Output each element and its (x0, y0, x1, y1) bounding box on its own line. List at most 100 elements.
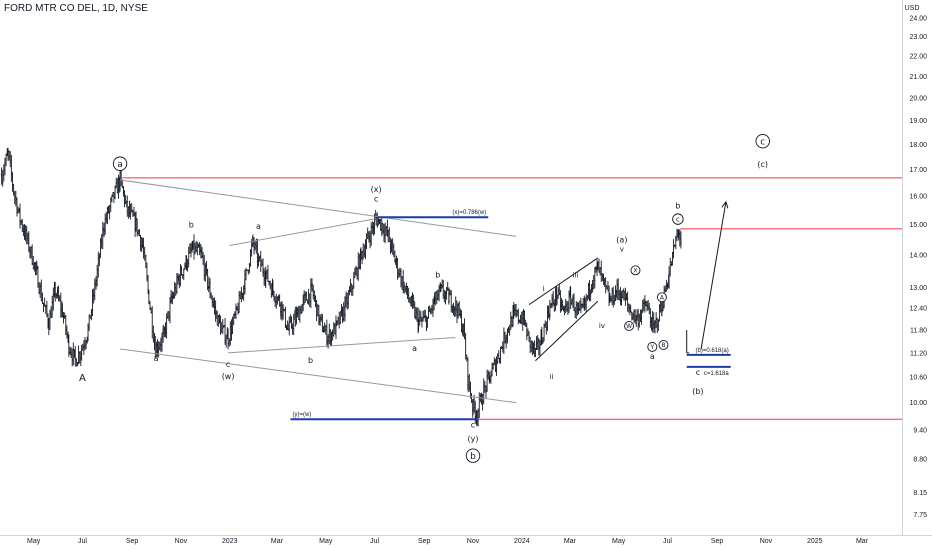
projection-arrow (700, 201, 727, 350)
wave-label: v (620, 246, 624, 254)
fib-label: (b)=0.618(a) (696, 348, 729, 354)
channel-line (229, 218, 377, 246)
wave-label: a (650, 352, 655, 361)
triangle-line (528, 257, 599, 306)
wave-label: B (661, 342, 665, 349)
wave-label: (c) (757, 160, 768, 169)
wave-label-circle (647, 341, 658, 352)
time-tick-label: 2025 (807, 538, 823, 545)
wave-label: c (471, 421, 475, 430)
currency-label: USD (905, 5, 920, 12)
price-tick-label: 14.00 (909, 252, 927, 259)
time-tick-label: Jul (78, 538, 87, 545)
price-tick-label: 21.00 (909, 74, 927, 81)
price-tick-label: 11.20 (910, 350, 927, 357)
time-tick-label: 2023 (222, 538, 238, 545)
price-tick-label: 24.00 (909, 15, 927, 22)
price-tick-label: 12.40 (909, 306, 927, 313)
wave-label: a (117, 160, 123, 170)
wave-label: W (626, 323, 632, 330)
price-tick-label: 8.15 (913, 490, 927, 497)
channel-line (119, 179, 517, 237)
wave-label: (a) (616, 235, 627, 244)
wave-label: i (542, 285, 544, 293)
price-tick-label: 9.40 (913, 427, 927, 434)
price-tick-label: 8.80 (913, 456, 927, 463)
wave-label: iv (599, 322, 605, 330)
triangle-line (535, 300, 599, 362)
wave-label: b (470, 452, 476, 462)
price-tick-label: 15.00 (909, 222, 927, 229)
scroll-to-latest-button[interactable] (906, 540, 932, 550)
price-tick-label: 7.75 (913, 512, 927, 519)
wave-label: (b) (692, 387, 703, 396)
time-tick-label: May (612, 538, 626, 545)
wave-label: A (79, 373, 86, 384)
wave-label-circle (656, 292, 667, 303)
wave-label-circle (658, 339, 669, 350)
time-tick-label: Mar (271, 538, 284, 545)
fib-label: (x)=0.786(w) (452, 210, 486, 216)
fib-label: (y)=(w) (293, 412, 312, 418)
wave-label-circle (624, 321, 635, 331)
wave-label: c (696, 368, 700, 377)
wave-label-circle (755, 134, 770, 149)
price-tick-label: 23.00 (909, 34, 927, 41)
wave-label: b (675, 202, 680, 211)
time-tick-label: Jul (370, 538, 379, 545)
annotations (119, 179, 729, 404)
time-tick-label: May (27, 538, 41, 545)
price-tick-label: 10.60 (909, 375, 927, 382)
price-tick-label: 19.00 (909, 118, 927, 125)
time-tick-label: Sep (711, 538, 724, 545)
wave-label: Y (649, 344, 654, 351)
chart-title: FORD MTR CO DEL, 1D, NYSE (4, 3, 148, 14)
wave-label-circle (672, 213, 684, 225)
time-tick-label: Nov (760, 538, 773, 545)
wave-label-circle (465, 448, 481, 463)
wave-label: a (256, 222, 261, 231)
price-tick-label: 17.00 (909, 167, 927, 174)
price-tick-label: 10.00 (909, 400, 927, 407)
wave-label: c (226, 360, 230, 369)
time-tick-label: Nov (175, 538, 188, 545)
wave-label: b (308, 356, 313, 365)
price-tick-label: 18.00 (909, 142, 927, 149)
wave-label: (y) (468, 435, 479, 444)
projection-arrow-head (721, 201, 727, 208)
time-tick-label: Sep (418, 538, 431, 545)
wave-labels: Aaabc(w)ab(x)cabc(y)biiiiiiiv(a)vXWYaABb… (79, 134, 770, 463)
wave-label: a (154, 354, 159, 363)
time-tick-label: 2024 (514, 538, 530, 545)
wave-label: c (374, 195, 378, 204)
wave-label: ii (549, 373, 553, 381)
wave-label-circle (630, 265, 641, 276)
wave-label-circle (112, 156, 128, 171)
time-tick-label: Mar (856, 538, 869, 545)
projection-arrow-head (725, 201, 729, 209)
fib-label: c=1.618a (704, 371, 730, 377)
wave-label: X (633, 267, 637, 274)
wave-label: iii (573, 271, 579, 279)
price-tick-label: 13.00 (909, 285, 927, 292)
wave-label: b (189, 220, 194, 229)
price-axis: USD 7.75 8.15 8.80 9.40 10.00 10.60 11.20 11.80 1… (902, 0, 932, 550)
wave-label: c (676, 216, 680, 224)
wave-label: c (760, 137, 765, 147)
wave-label: (w) (222, 372, 235, 381)
time-tick-label: Sep (126, 538, 139, 545)
price-tick-label: 16.00 (909, 194, 927, 201)
price-axis-bg (902, 0, 932, 550)
time-tick-label: Mar (564, 538, 577, 545)
wave-label: a (412, 344, 417, 353)
wave-label: A (660, 294, 665, 301)
price-tick-label: 20.00 (909, 96, 927, 103)
time-tick-label: Jul (663, 538, 672, 545)
channel-line (228, 336, 456, 354)
time-tick-label: Nov (467, 538, 480, 545)
wave-label: b (435, 270, 440, 279)
price-tick-label: 11.80 (910, 327, 927, 334)
price-tick-label: 22.00 (909, 54, 927, 61)
wave-label: (x) (371, 185, 382, 194)
